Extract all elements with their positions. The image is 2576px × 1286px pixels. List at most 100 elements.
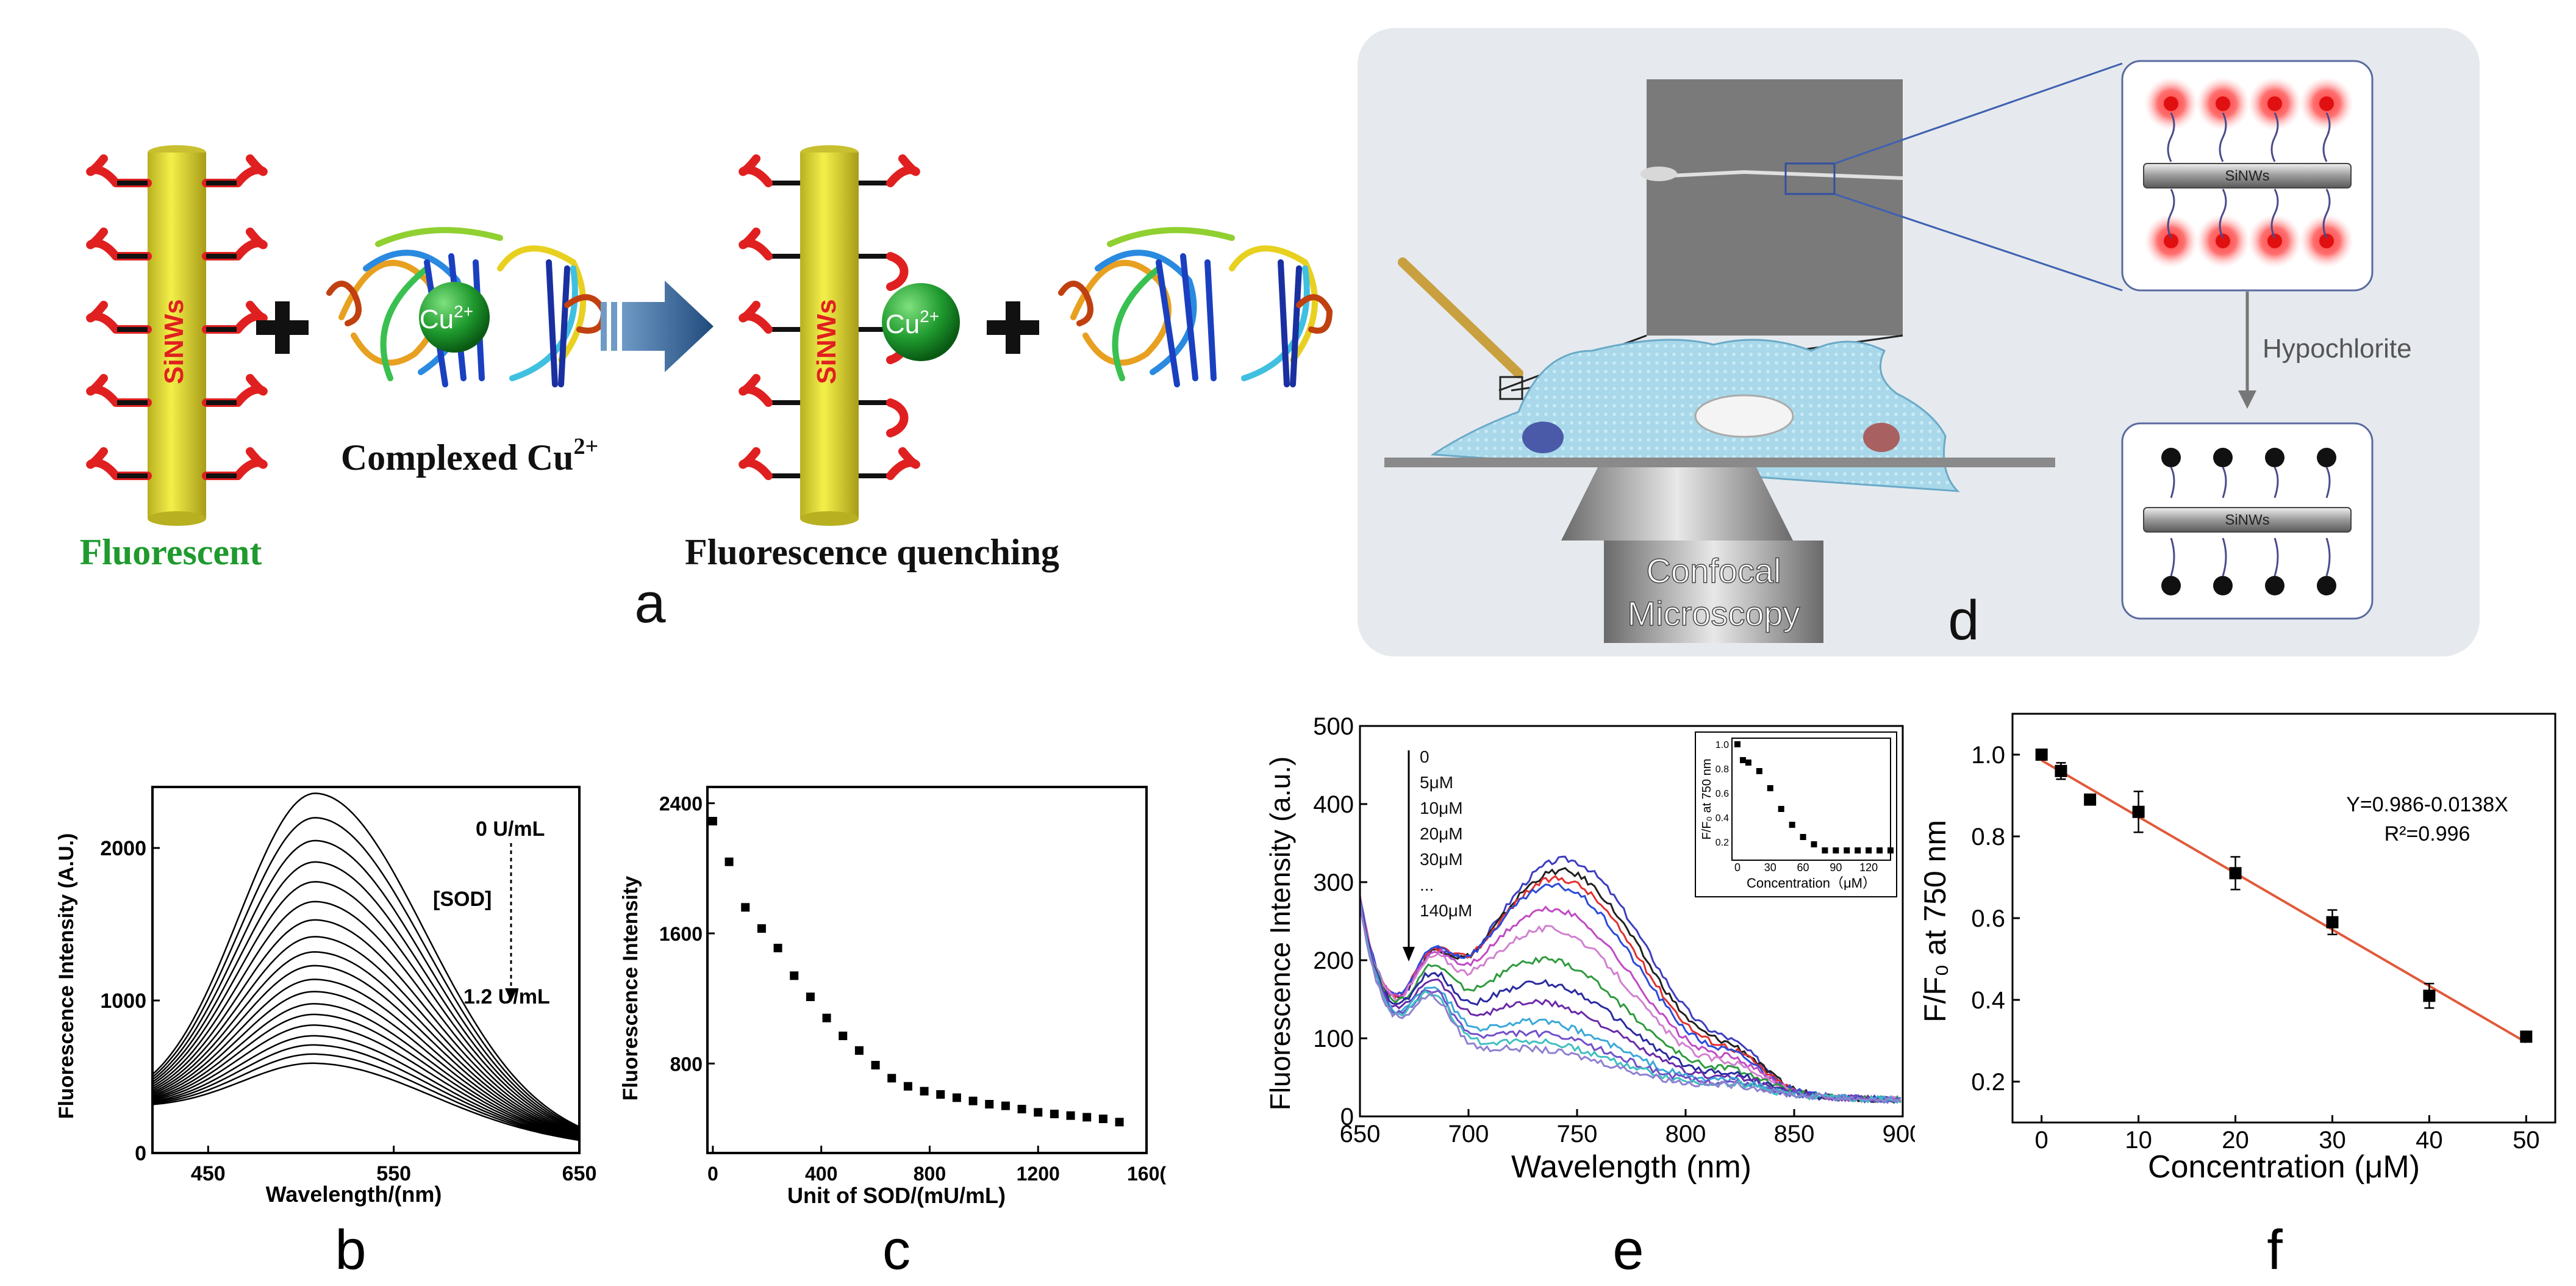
chart-c-point — [1001, 1101, 1010, 1110]
chart-c-point — [871, 1061, 880, 1069]
chart-e-xtick-label: 800 — [1665, 1121, 1706, 1148]
chart-c-ylabel: Fluorescence Intensity — [619, 876, 642, 1101]
chart-c-point — [1050, 1110, 1059, 1118]
chart-f-ytick-label: 1.0 — [1971, 742, 2005, 769]
chart-c-point — [985, 1100, 994, 1108]
reaction-arrow-icon — [601, 281, 714, 372]
chart-f-xtick-label: 40 — [2416, 1127, 2443, 1154]
chart-b-ylabel: Fluorescence Intensity (A.U.) — [55, 833, 78, 1119]
chart-b: 450 550 650 0 1000 2000 0 U/mL [SOD] 1.2 U/mL… — [55, 786, 597, 1275]
chart-b-curve — [152, 1003, 580, 1138]
chart-e-inset-points — [1734, 741, 1894, 853]
chart-e-ytick-label: 100 — [1313, 1026, 1354, 1052]
chart-b-letter: b — [335, 1219, 366, 1275]
fluorescent-label: Fluorescent — [80, 532, 262, 572]
chart-e-inset-point — [1789, 822, 1795, 828]
chart-e-legend-item: 0 — [1420, 747, 1429, 766]
chart-c-xtick-label: 160( — [1127, 1163, 1166, 1185]
chart-e-xlabel: Wavelength (nm) — [1511, 1149, 1751, 1185]
chart-e-inset-point — [1844, 847, 1850, 853]
nanowire-left: SiNWs — [86, 145, 268, 526]
microscope-label-2: Microscopy — [1627, 594, 1800, 633]
chart-b-curve — [152, 1035, 580, 1140]
chart-b-frame — [151, 786, 581, 1154]
chart-e-inset-point — [1739, 757, 1746, 763]
chart-f-point — [2084, 793, 2097, 806]
chart-e-inset-point — [1822, 847, 1828, 853]
chart-e-inset-frame — [1731, 738, 1891, 861]
chart-b-curve — [152, 861, 580, 1131]
chart-c-point — [903, 1082, 912, 1091]
chart-e-letter: e — [1612, 1219, 1644, 1281]
chart-b-xtick-label: 650 — [562, 1162, 597, 1185]
chart-c-point — [790, 971, 799, 980]
chart-f-point — [2035, 749, 2048, 761]
chart-e-inset-ytick-label: 0.8 — [1716, 764, 1729, 775]
chart-e-inset-xtick-label: 120 — [1859, 861, 1878, 874]
chart-c-point — [920, 1087, 929, 1096]
chart-e-legend: 0 5μM 10μM 20μM 30μM... 140μM — [1420, 747, 1472, 920]
chart-e-inset-point — [1877, 847, 1883, 853]
chart-c-xtick-label: 400 — [805, 1163, 837, 1185]
chart-b-curve — [152, 991, 580, 1138]
chart-e-inset-ytick-label: 0.4 — [1716, 813, 1729, 824]
chart-f-frame — [2011, 713, 2556, 1124]
chart-e-ytick-label: 200 — [1313, 947, 1354, 974]
chart-b-ytick-label: 1000 — [100, 990, 146, 1013]
ion-label-right: Cu — [886, 309, 920, 339]
chart-b-curve — [152, 1053, 580, 1141]
chart-c-point — [773, 944, 782, 952]
chart-e-curve — [1359, 903, 1902, 1104]
chart-c-point — [757, 924, 766, 933]
chart-f-xtick-label: 0 — [2035, 1127, 2048, 1154]
chart-e-inset-point — [1745, 760, 1751, 766]
chart-e-inset-point — [1734, 741, 1741, 747]
confocal-objective-icon — [1561, 467, 1793, 541]
plus-icon-2 — [987, 301, 1039, 354]
chart-e-xtick-label: 850 — [1774, 1121, 1815, 1148]
chart-c-point — [741, 903, 750, 912]
ion-sup-left: 2+ — [454, 302, 473, 321]
chart-b-curve — [152, 1024, 580, 1140]
chart-c-xtick-label: 800 — [914, 1163, 946, 1185]
chart-c-point — [887, 1074, 896, 1083]
chart-c-point — [708, 817, 717, 825]
microscope-stage — [1384, 458, 2055, 467]
chart-f: 0 10 20 30 40 50 0.2 0.4 0.6 0.8 1.0 Y=0.986-0.013… — [1918, 713, 2556, 1281]
chart-e-ytick-label: 400 — [1313, 791, 1354, 818]
protein-icon — [1058, 227, 1333, 387]
chart-e-legend-item: ... — [1420, 875, 1434, 894]
chart-c-xlabel: Unit of SOD/(mU/mL) — [787, 1183, 1006, 1208]
chart-b-curve — [152, 1013, 580, 1139]
micropipette-icon — [1398, 257, 1523, 378]
sem-image — [1647, 79, 1903, 336]
chart-e-inset-point — [1887, 847, 1894, 853]
chart-c-points — [708, 817, 1124, 1127]
reagent-label: Hypochlorite — [2263, 334, 2412, 364]
chart-c: 0 400 800 1200 160(800 1600 2400 Unit of SOD/(… — [619, 786, 1167, 1275]
chart-c-point — [952, 1093, 961, 1102]
ion-sup-right: 2+ — [920, 307, 939, 326]
complex-sup: 2+ — [574, 434, 599, 459]
chart-e-legend-item: 10μM — [1420, 799, 1463, 817]
chart-b-xtick-label: 550 — [376, 1162, 411, 1185]
chart-f-point — [2423, 990, 2436, 1002]
nanowire-right-label: SiNWs — [812, 299, 842, 384]
chart-b-ytick-label: 2000 — [100, 837, 146, 860]
chart-e-xtick-label: 650 — [1340, 1121, 1381, 1148]
chart-f-letter: f — [2267, 1219, 2283, 1281]
chart-f-point — [2132, 805, 2145, 818]
chart-f-ytick-label: 0.4 — [1971, 987, 2005, 1014]
chart-b-curve — [152, 919, 580, 1134]
chart-c-point — [806, 993, 815, 1001]
chart-e-frame — [1359, 725, 1904, 1118]
chart-c-ytick-label: 800 — [670, 1053, 703, 1075]
chart-c-ticks: 0 400 800 1200 160(800 1600 2400 — [659, 793, 1167, 1185]
chart-c-point — [724, 857, 734, 866]
chart-e-inset-point — [1833, 847, 1839, 853]
chart-f-fit-line — [2041, 759, 2527, 1044]
chart-e-xtick-label: 900 — [1883, 1121, 1915, 1148]
red-fluorophores — [2144, 77, 2353, 268]
chart-b-curve — [152, 900, 580, 1133]
chart-e-inset-xtick-label: 0 — [1734, 861, 1741, 874]
